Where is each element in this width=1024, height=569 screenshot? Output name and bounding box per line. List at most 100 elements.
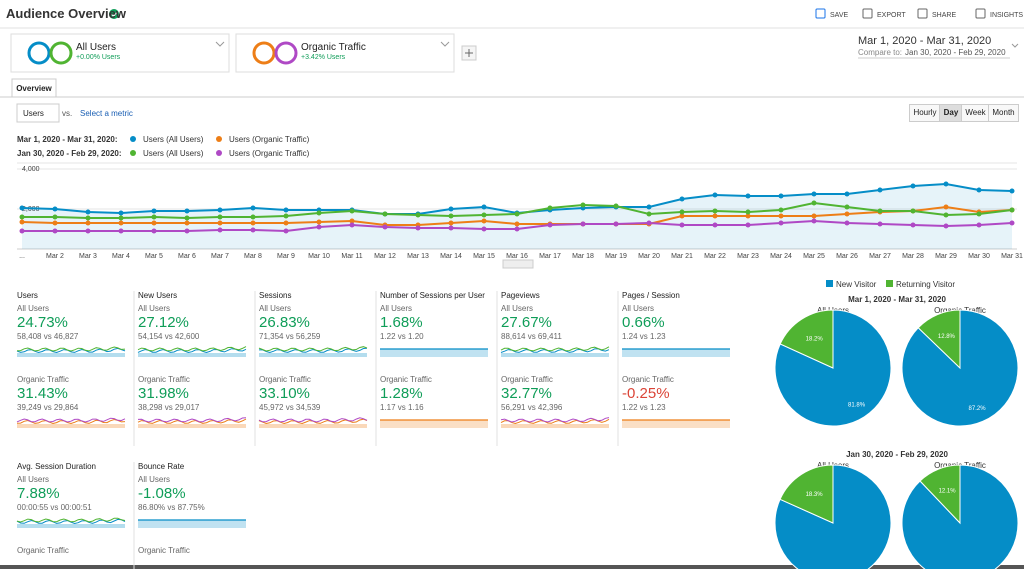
series-point[interactable] [415,212,421,218]
series-point[interactable] [613,221,619,227]
series-point[interactable] [316,210,322,216]
series-point[interactable] [646,220,652,226]
series-point[interactable] [448,225,454,231]
series-point[interactable] [85,215,91,221]
series-point[interactable] [943,223,949,229]
interval-button[interactable]: Day [939,104,963,122]
interval-button[interactable]: Month [988,104,1019,122]
series-point[interactable] [976,187,982,193]
action-button[interactable]: SAVE [830,12,848,19]
series-point[interactable] [349,218,355,224]
select-metric-link[interactable]: Select a metric [80,109,133,118]
series-point[interactable] [679,196,685,202]
pie-slice[interactable] [901,464,1019,569]
series-point[interactable] [943,204,949,210]
series-point[interactable] [52,220,58,226]
series-point[interactable] [877,208,883,214]
series-point[interactable] [217,214,223,220]
series-point[interactable] [712,192,718,198]
series-point[interactable] [250,220,256,226]
series-point[interactable] [910,183,916,189]
action-button[interactable]: EXPORT [877,12,906,19]
series-point[interactable] [283,228,289,234]
series-point[interactable] [745,193,751,199]
series-point[interactable] [580,202,586,208]
series-point[interactable] [52,228,58,234]
pie-slice[interactable] [779,309,834,369]
series-point[interactable] [19,228,25,234]
series-point[interactable] [349,208,355,214]
series-point[interactable] [118,228,124,234]
series-point[interactable] [910,208,916,214]
series-point[interactable] [283,207,289,213]
series-point[interactable] [217,207,223,213]
series-point[interactable] [118,220,124,226]
pie-slice[interactable] [917,309,961,370]
series-point[interactable] [19,214,25,220]
metric-select[interactable] [16,103,60,123]
series-point[interactable] [514,211,520,217]
series-point[interactable] [448,206,454,212]
pie-slice[interactable] [779,464,834,524]
series-point[interactable] [1009,207,1015,213]
date-range[interactable]: Mar 1, 2020 - Mar 31, 2020 [858,35,992,47]
series-point[interactable] [844,204,850,210]
series-point[interactable] [679,209,685,215]
series-point[interactable] [250,205,256,211]
series-point[interactable] [481,226,487,232]
series-point[interactable] [52,214,58,220]
series-point[interactable] [844,220,850,226]
series-point[interactable] [382,224,388,230]
series-point[interactable] [745,209,751,215]
series-point[interactable] [118,210,124,216]
series-point[interactable] [712,222,718,228]
series-point[interactable] [349,222,355,228]
series-point[interactable] [184,208,190,214]
series-point[interactable] [679,213,685,219]
series-point[interactable] [811,218,817,224]
action-button[interactable]: INSIGHTS [990,12,1023,19]
series-point[interactable] [976,211,982,217]
series-point[interactable] [184,220,190,226]
series-point[interactable] [283,220,289,226]
action-button[interactable]: SHARE [932,12,956,19]
series-point[interactable] [514,226,520,232]
series-point[interactable] [151,228,157,234]
series-point[interactable] [52,206,58,212]
series-point[interactable] [250,214,256,220]
series-point[interactable] [85,209,91,215]
pie-slice[interactable] [919,464,961,525]
series-point[interactable] [85,220,91,226]
series-point[interactable] [1009,188,1015,194]
series-point[interactable] [679,222,685,228]
segment-box[interactable] [235,33,455,73]
series-point[interactable] [613,203,619,209]
series-point[interactable] [778,207,784,213]
series-point[interactable] [844,211,850,217]
series-point[interactable] [19,205,25,211]
series-point[interactable] [85,228,91,234]
interval-button[interactable]: Hourly [909,104,941,122]
series-point[interactable] [151,214,157,220]
series-point[interactable] [943,212,949,218]
series-point[interactable] [448,213,454,219]
series-point[interactable] [481,218,487,224]
series-point[interactable] [943,181,949,187]
series-point[interactable] [547,222,553,228]
series-point[interactable] [877,221,883,227]
series-point[interactable] [448,220,454,226]
series-point[interactable] [481,204,487,210]
chart-resize-handle[interactable] [502,259,534,269]
series-point[interactable] [415,225,421,231]
series-point[interactable] [811,191,817,197]
series-point[interactable] [646,204,652,210]
pie-slice[interactable] [774,309,892,427]
series-point[interactable] [877,187,883,193]
series-point[interactable] [217,220,223,226]
series-point[interactable] [844,191,850,197]
series-point[interactable] [580,221,586,227]
series-point[interactable] [283,213,289,219]
series-point[interactable] [184,215,190,221]
series-point[interactable] [811,213,817,219]
series-point[interactable] [745,213,751,219]
